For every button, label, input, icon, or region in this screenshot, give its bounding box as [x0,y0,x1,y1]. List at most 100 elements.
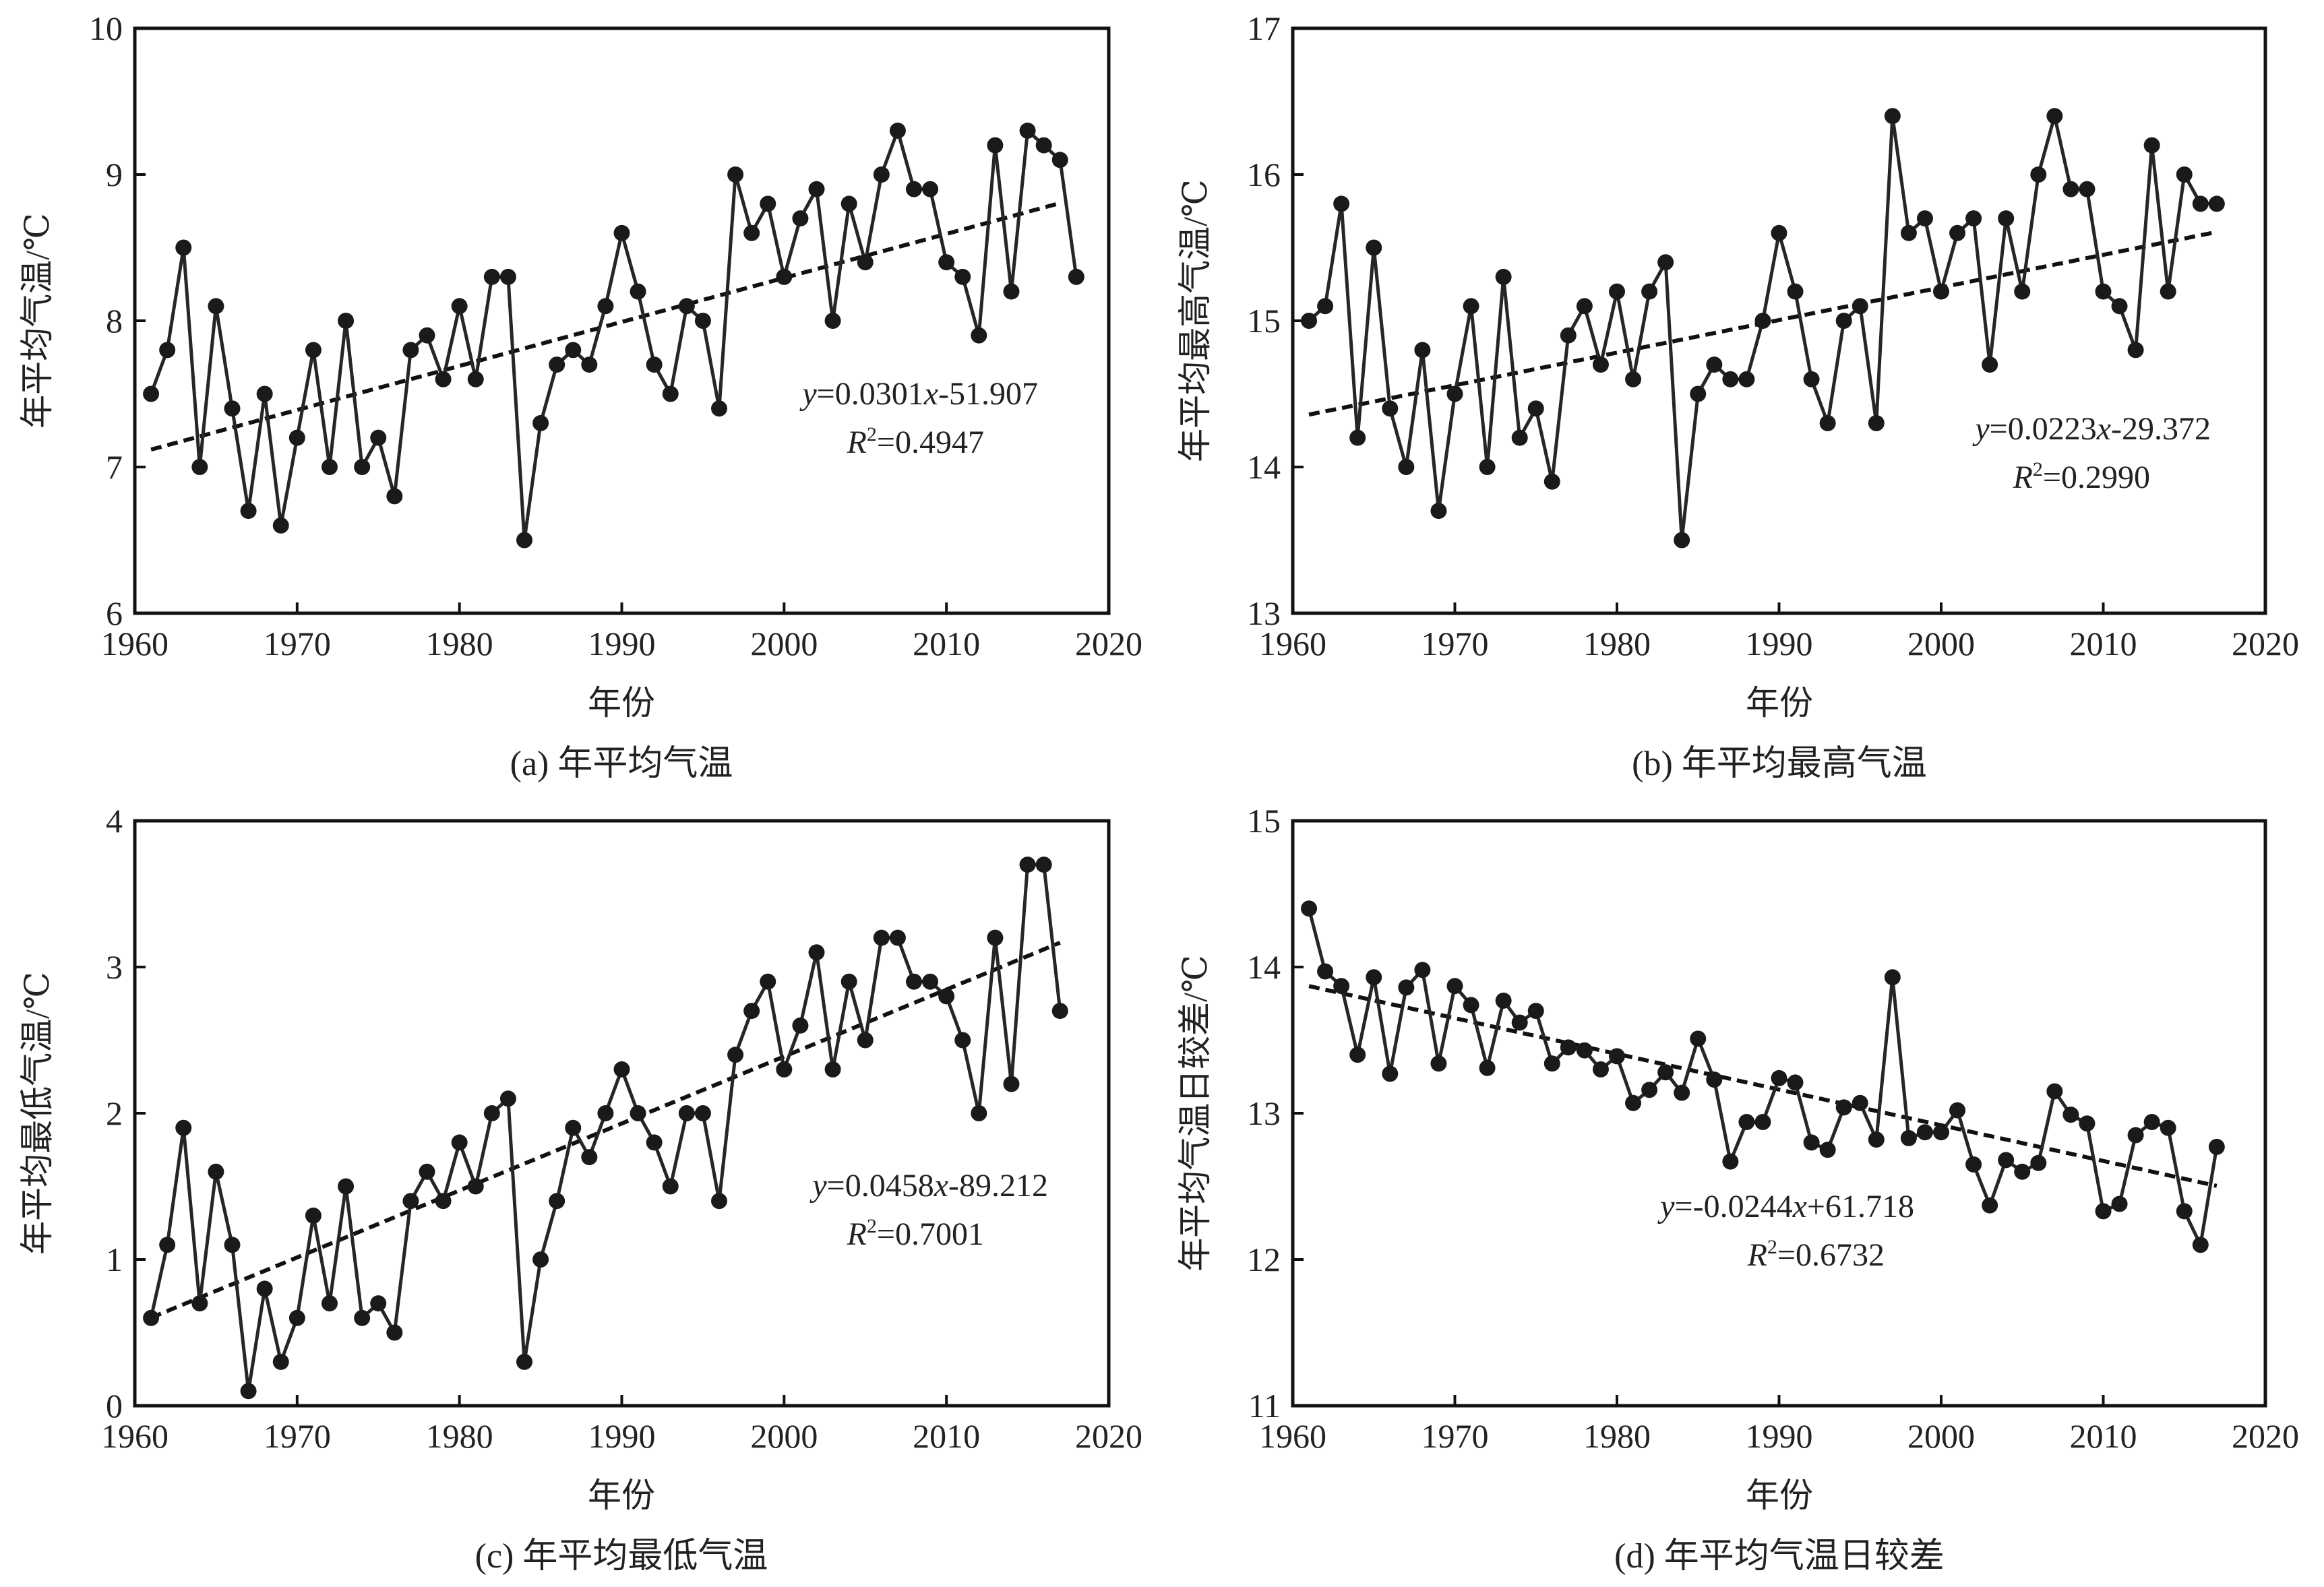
data-point [451,298,468,315]
data-point [370,429,387,446]
x-tick-label: 1970 [264,1417,331,1455]
data-point [499,268,516,285]
data-point [1657,254,1674,271]
data-point [2014,283,2031,300]
data-point [694,1105,711,1121]
data-point [1722,371,1739,387]
data-point [2176,1203,2193,1220]
data-point [191,459,208,475]
trend-equation: y=-0.0244x+61.718 [1657,1189,1914,1224]
data-point [760,195,776,212]
data-point [971,1105,987,1121]
data-point [1317,298,1334,315]
data-point [1317,963,1334,980]
y-tick-label: 11 [1248,1387,1281,1425]
data-point [1965,1156,1982,1173]
data-point [1787,1074,1804,1091]
trend-line [1308,984,2218,1188]
data-point [1982,356,1998,373]
data-point [1609,283,1625,300]
data-point [613,1061,630,1078]
data-point [776,1061,793,1078]
data-point [1933,283,1949,300]
data-point [1446,978,1463,995]
r-squared: R2=0.7001 [847,1215,984,1252]
data-point [1803,371,1820,387]
data-point [224,400,241,417]
data-point [499,1090,516,1107]
data-point [1333,978,1350,995]
x-tick-label: 1990 [588,625,656,662]
x-tick-label: 1990 [588,1417,656,1455]
data-point [354,459,371,475]
panel-caption: (d) 年平均气温日较差 [1614,1537,1945,1576]
data-point [1543,1055,1560,1072]
data-point [175,1119,192,1136]
data-point [711,400,727,417]
data-point [1446,385,1463,402]
x-axis-label: 年份 [588,684,655,722]
panel-a: 1960 1970 1980 1990 2000 2010 2020 6 7 8 9 10 y=0.0… [18,9,1142,783]
data-point [240,503,257,520]
data-point [532,414,549,431]
plot-frame [133,819,1111,1408]
data-point [2079,181,2096,197]
x-tick-label: 2000 [750,625,818,662]
data-point [1430,503,1447,520]
data-point [532,1251,549,1268]
data-point [906,181,922,197]
data-point [2111,298,2128,315]
data-point [2095,283,2112,300]
data-point [1592,1061,1609,1078]
data-point [386,1324,403,1341]
data-point [1835,313,1852,329]
data-point [1301,313,1318,329]
data-point [808,944,825,961]
y-tick-label: 14 [1247,448,1281,486]
trend-line [150,941,1061,1320]
panel-caption: (a) 年平均气温 [510,745,733,783]
x-tick-label: 2020 [2232,625,2299,662]
data-point [2143,137,2160,154]
x-tick-label: 1960 [101,625,169,662]
data-point [1051,1003,1068,1020]
data-point [565,1119,582,1136]
data-point [2192,195,2209,212]
data-point [662,1178,679,1195]
x-tick-label: 1970 [1421,625,1489,662]
data-point [1349,429,1366,446]
data-point [646,356,663,373]
data-point [2176,166,2193,183]
series-line [149,863,1062,1393]
data-point [1900,224,1917,241]
data-point [2192,1237,2209,1253]
data-point [2046,1083,2063,1100]
x-tick-label: 2020 [1075,1417,1142,1455]
r-squared: R2=0.2990 [2013,458,2150,495]
data-point [2160,283,2176,300]
y-tick-label: 15 [1247,802,1281,840]
data-point [1916,1124,1933,1141]
data-point [1982,1197,1998,1214]
y-axis-label: 年平均最高气温/℃ [1176,179,1214,462]
x-tick-label: 1970 [264,625,331,662]
data-point [2062,181,2079,197]
series-line [149,129,1078,542]
data-point [922,181,939,197]
data-point [1366,969,1382,986]
data-point [1771,1069,1787,1086]
data-point [1868,414,1885,431]
data-point [840,195,857,212]
data-point [338,313,355,329]
x-tick-label: 1980 [1583,625,1651,662]
data-point [987,929,1004,946]
panel-caption: (b) 年平均最高气温 [1632,745,1927,783]
data-point [2030,166,2047,183]
data-point [1414,342,1431,359]
data-point [419,327,435,344]
data-point [1398,459,1415,475]
y-tick-label: 13 [1247,1094,1281,1132]
data-point [386,488,403,505]
data-point [1382,400,1399,417]
data-point [1754,1114,1771,1131]
